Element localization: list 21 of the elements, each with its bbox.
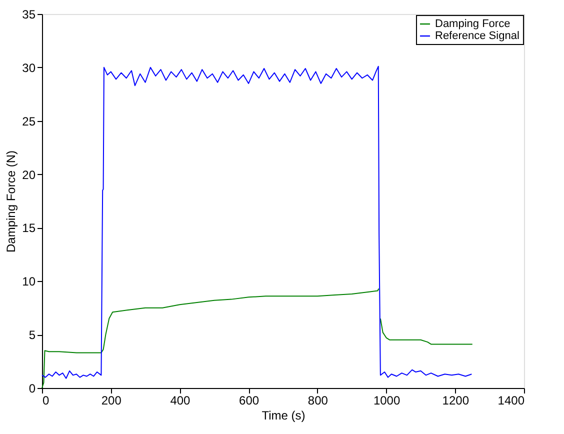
y-tick-label: 30 — [22, 60, 36, 75]
y-tick-label: 25 — [22, 114, 36, 128]
legend-label: Reference Signal — [435, 30, 520, 42]
y-tick-label: 5 — [28, 328, 36, 342]
x-tick-label: 1200 — [442, 394, 470, 408]
x-tick-label: 1000 — [373, 394, 400, 408]
line-series — [42, 66, 472, 379]
x-axis-title: Time (s) — [262, 408, 306, 422]
y-tick-label: 20 — [22, 168, 36, 182]
x-tick-label: 200 — [101, 394, 122, 408]
x-tick-label: 0 — [42, 394, 50, 408]
y-axis-title: Damping Force (N) — [4, 150, 18, 253]
y-tick-label: 35 — [22, 8, 36, 22]
x-tick-label: 1400 — [498, 394, 525, 408]
legend-label: Damping Force — [435, 18, 510, 30]
y-tick-label: 15 — [22, 221, 36, 236]
x-tick-label: 400 — [170, 394, 191, 408]
x-tick-label: 600 — [239, 394, 260, 408]
y-tick-label: 10 — [22, 274, 36, 289]
x-tick-label: 800 — [308, 394, 328, 408]
y-tick-label: 0 — [28, 382, 36, 396]
